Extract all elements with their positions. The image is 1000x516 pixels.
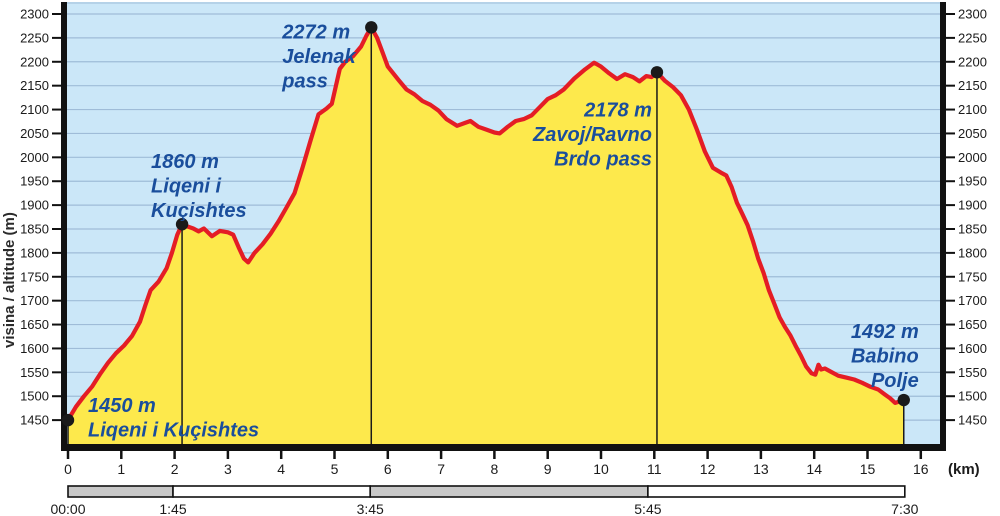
y-tick-label: 2150 — [958, 78, 987, 93]
y-tick-label: 1850 — [958, 222, 987, 237]
y-tick-label: 1600 — [958, 341, 987, 356]
y-tick-label: 1950 — [20, 174, 49, 189]
y-tick-label: 2250 — [958, 30, 987, 45]
time-scale-segment — [648, 486, 905, 497]
y-tick-label: 2000 — [958, 150, 987, 165]
x-tick-label: 16 — [913, 461, 929, 477]
marker-dot — [651, 66, 663, 78]
y-tick-label: 2250 — [20, 30, 49, 45]
time-scale-segment — [173, 486, 370, 497]
y-tick-label: 1550 — [958, 365, 987, 380]
x-tick-label: 10 — [593, 461, 609, 477]
y-tick-label: 1950 — [958, 174, 987, 189]
y-axis-left — [61, 2, 67, 451]
y-tick-label: 1850 — [20, 222, 49, 237]
y-tick-label: 1450 — [20, 413, 49, 428]
y-tick-label: 2300 — [958, 7, 987, 22]
y-tick-label: 2050 — [958, 126, 987, 141]
peak-annotation-line: Jelenak — [282, 46, 356, 68]
x-tick-label: 4 — [277, 461, 285, 477]
peak-annotation-line: 1860 m — [151, 151, 219, 173]
y-tick-label: 1650 — [20, 317, 49, 332]
peak-annotation-line: 1492 m — [851, 321, 919, 343]
y-tick-label: 1550 — [20, 365, 49, 380]
peak-annotation-line: 1450 m — [88, 395, 156, 417]
x-axis — [61, 444, 946, 451]
time-label: 3:45 — [357, 501, 384, 516]
peak-annotation-line: Liqeni i — [151, 176, 221, 198]
y-tick-label: 1500 — [20, 389, 49, 404]
peak-annotation-line: Polje — [871, 370, 919, 392]
x-tick-label: 8 — [491, 461, 499, 477]
time-scale-bar: 00:00 1:45 3:45 5:45 7:30 — [50, 486, 918, 516]
x-tick-label: 14 — [806, 461, 822, 477]
y-tick-label: 2150 — [20, 78, 49, 93]
time-label: 5:45 — [634, 501, 661, 516]
y-tick-label: 2100 — [20, 102, 49, 117]
y-tick-label: 1750 — [20, 269, 49, 284]
y-tick-label: 2300 — [20, 7, 49, 22]
x-tick-label: 15 — [860, 461, 876, 477]
time-label: 00:00 — [50, 501, 85, 516]
x-tick-label: 0 — [64, 461, 72, 477]
x-tick-label: 12 — [700, 461, 716, 477]
x-tick-label: 5 — [331, 461, 339, 477]
y-tick-label: 1700 — [20, 293, 49, 308]
y-tick-label: 1450 — [958, 413, 987, 428]
peak-annotation-line: Zavoj/Ravno — [532, 124, 652, 146]
marker-dot — [365, 21, 377, 33]
y-tick-label: 1900 — [958, 198, 987, 213]
elevation-profile-chart: 1450145015001500155015501600160016501650… — [0, 0, 1000, 516]
peak-annotation-line: Babino — [851, 346, 919, 368]
peak-annotation-line: Brdo pass — [554, 148, 652, 170]
y-tick-label: 1650 — [958, 317, 987, 332]
y-tick-label: 2050 — [20, 126, 49, 141]
y-axis-title: visina / altitude (m) — [1, 212, 18, 348]
y-tick-label: 1800 — [958, 245, 987, 260]
y-tick-label: 2200 — [958, 54, 987, 69]
time-scale-segment — [68, 486, 173, 497]
y-tick-label: 1900 — [20, 198, 49, 213]
y-tick-label: 1800 — [20, 245, 49, 260]
elevation-profile-page: 1450145015001500155015501600160016501650… — [0, 0, 1000, 516]
peak-annotation-line: Kuçishtes — [151, 200, 247, 222]
peak-annotation-line: 2272 m — [281, 21, 350, 43]
x-tick-label: 7 — [437, 461, 445, 477]
marker-dot — [898, 394, 910, 406]
peak-annotation-line: Liqeni i Kuçishtes — [88, 420, 259, 442]
time-label: 1:45 — [159, 501, 186, 516]
y-tick-label: 2000 — [20, 150, 49, 165]
x-tick-label: 3 — [224, 461, 232, 477]
marker-dot — [62, 414, 74, 426]
y-tick-label: 1750 — [958, 269, 987, 284]
y-tick-label: 1600 — [20, 341, 49, 356]
x-tick-label: 13 — [753, 461, 769, 477]
y-tick-label: 2200 — [20, 54, 49, 69]
x-axis-unit-label: (km) — [948, 461, 980, 478]
x-tick-label: 6 — [384, 461, 392, 477]
peak-annotation-line: 2178 m — [583, 99, 652, 121]
x-tick-label: 11 — [647, 461, 662, 477]
time-scale-segment — [370, 486, 648, 497]
y-tick-label: 1700 — [958, 293, 987, 308]
peak-annotation-line: pass — [281, 70, 328, 92]
y-axis-right — [940, 2, 946, 451]
y-tick-label: 1500 — [958, 389, 987, 404]
x-tick-label: 9 — [544, 461, 552, 477]
x-tick-label: 2 — [171, 461, 179, 477]
y-tick-label: 2100 — [958, 102, 987, 117]
time-label: 7:30 — [891, 501, 918, 516]
x-tick-label: 1 — [117, 461, 125, 477]
